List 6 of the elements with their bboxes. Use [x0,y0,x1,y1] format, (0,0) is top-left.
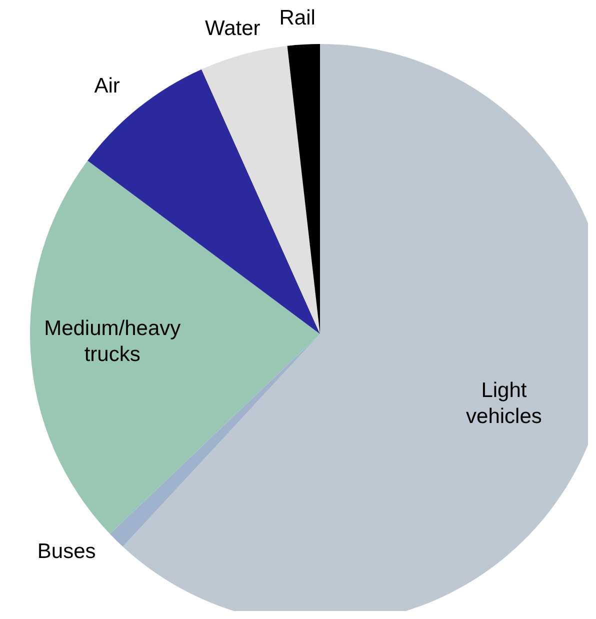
slice-label: Air [94,74,120,98]
slice-label: Rail [279,6,316,30]
slice-label: Buses [37,540,96,563]
slice-label: Water [205,17,260,40]
slice-label: Medium/heavy trucks [44,317,182,366]
slice-label: Light vehicles [466,379,542,428]
